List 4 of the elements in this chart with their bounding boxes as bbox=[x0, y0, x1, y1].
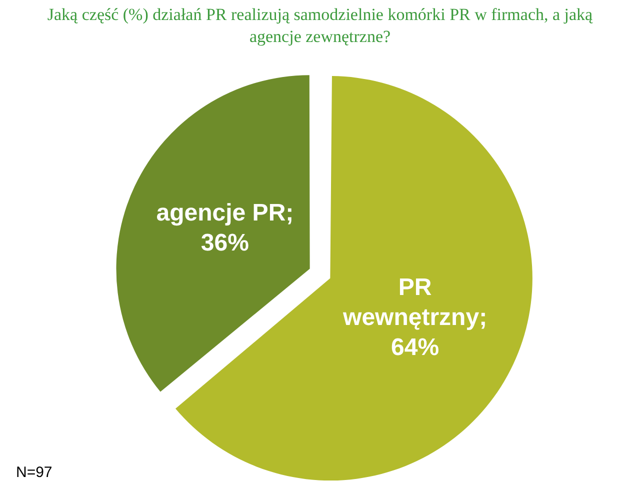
slice-label: PR wewnętrzny; 64% bbox=[342, 274, 488, 361]
slice-label: agencje PR; 36% bbox=[156, 199, 294, 256]
chart-title: Jaką część (%) działań PR realizują samodzielnie komórki PR w firmach, a jaką agencje zewnętrzne? bbox=[46, 4, 594, 48]
text: N=97 bbox=[16, 464, 52, 481]
